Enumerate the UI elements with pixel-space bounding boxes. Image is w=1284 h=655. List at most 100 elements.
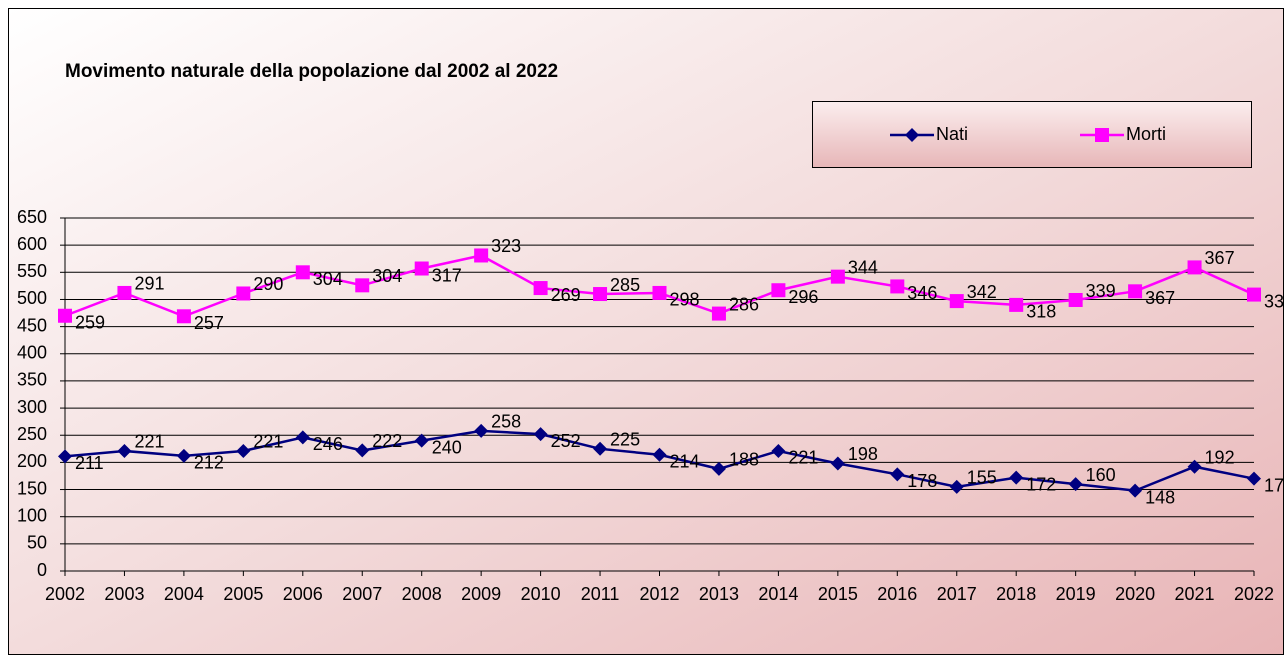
data-label: 221: [134, 432, 164, 452]
x-tick-label: 2005: [223, 584, 263, 604]
data-label: 211: [75, 453, 104, 473]
x-tick-label: 2006: [283, 584, 323, 604]
marker: [890, 467, 905, 482]
data-label: 252: [551, 431, 581, 451]
marker: [593, 441, 608, 456]
x-tick-label: 2013: [699, 584, 739, 604]
legend-label: Morti: [1126, 124, 1166, 144]
data-label: 339: [1264, 291, 1284, 311]
data-label: 225: [610, 430, 640, 450]
data-label: 339: [1086, 281, 1116, 301]
marker: [771, 443, 786, 458]
data-label: 212: [194, 453, 224, 473]
y-tick-label: 50: [27, 533, 47, 553]
marker: [355, 443, 370, 458]
data-label: 178: [907, 471, 937, 491]
y-tick-label: 0: [37, 560, 47, 580]
data-label: 160: [1086, 465, 1116, 485]
legend: [812, 101, 1252, 168]
data-label: 148: [1145, 487, 1175, 507]
x-tick-label: 2002: [45, 584, 85, 604]
y-tick-label: 500: [17, 288, 47, 308]
data-label: 172: [1026, 474, 1056, 494]
marker: [1068, 293, 1083, 308]
marker: [1068, 477, 1083, 492]
y-tick-label: 450: [17, 315, 47, 335]
data-label: 188: [729, 450, 759, 470]
marker: [1187, 260, 1202, 275]
marker: [117, 443, 132, 458]
data-label: 304: [372, 266, 402, 286]
marker: [711, 306, 726, 321]
y-tick-label: 250: [17, 424, 47, 444]
y-tick-label: 650: [17, 207, 47, 227]
marker: [176, 448, 191, 463]
data-label: 344: [848, 257, 878, 277]
data-label: 323: [491, 236, 521, 256]
x-tick-label: 2008: [402, 584, 442, 604]
data-label: 214: [670, 452, 700, 472]
marker: [295, 265, 310, 280]
data-label: 291: [134, 274, 164, 294]
marker: [830, 269, 845, 284]
marker: [1009, 297, 1024, 312]
x-tick-label: 2010: [521, 584, 561, 604]
data-label: 258: [491, 412, 521, 432]
marker: [771, 283, 786, 298]
data-label: 296: [788, 287, 818, 307]
y-tick-label: 350: [17, 370, 47, 390]
x-tick-label: 2004: [164, 584, 204, 604]
marker: [355, 278, 370, 293]
marker: [1009, 470, 1024, 485]
data-label: 367: [1145, 288, 1175, 308]
data-label: 222: [372, 431, 402, 451]
marker: [1247, 471, 1261, 486]
marker: [533, 281, 548, 296]
y-tick-label: 100: [17, 505, 47, 525]
data-label: 170: [1264, 475, 1284, 495]
marker: [58, 449, 72, 464]
x-tick-label: 2003: [104, 584, 144, 604]
chart-title: Movimento naturale della popolazione dal…: [65, 61, 558, 82]
data-label: 259: [75, 313, 105, 333]
x-tick-label: 2017: [937, 584, 977, 604]
marker: [1095, 128, 1109, 142]
x-tick-label: 2007: [342, 584, 382, 604]
x-tick-label: 2016: [877, 584, 917, 604]
data-label: 304: [313, 269, 343, 289]
data-label: 342: [967, 282, 997, 302]
marker: [58, 308, 72, 323]
marker: [593, 287, 608, 302]
x-tick-label: 2022: [1234, 584, 1274, 604]
marker: [414, 433, 429, 448]
data-label: 192: [1205, 447, 1235, 467]
marker: [949, 479, 964, 494]
marker: [533, 427, 548, 442]
y-tick-label: 150: [17, 478, 47, 498]
marker: [830, 456, 845, 471]
marker: [1128, 483, 1143, 498]
marker: [1128, 284, 1143, 299]
x-tick-label: 2011: [581, 584, 620, 604]
y-tick-label: 300: [17, 397, 47, 417]
data-label: 221: [253, 432, 283, 452]
x-tick-label: 2020: [1115, 584, 1155, 604]
marker: [414, 261, 429, 276]
data-label: 257: [194, 313, 224, 333]
marker: [176, 309, 191, 324]
x-tick-label: 2015: [818, 584, 858, 604]
y-tick-label: 200: [17, 451, 47, 471]
y-tick-label: 550: [17, 261, 47, 281]
x-tick-label: 2018: [996, 584, 1036, 604]
data-label: 246: [313, 434, 343, 454]
marker: [474, 248, 489, 263]
marker: [711, 461, 726, 476]
data-label: 286: [729, 294, 759, 314]
marker: [949, 294, 964, 309]
y-tick-label: 600: [17, 234, 47, 254]
x-tick-label: 2014: [758, 584, 798, 604]
marker: [236, 286, 251, 301]
data-label: 318: [1026, 302, 1056, 322]
x-tick-label: 2012: [639, 584, 679, 604]
data-label: 317: [432, 265, 462, 285]
